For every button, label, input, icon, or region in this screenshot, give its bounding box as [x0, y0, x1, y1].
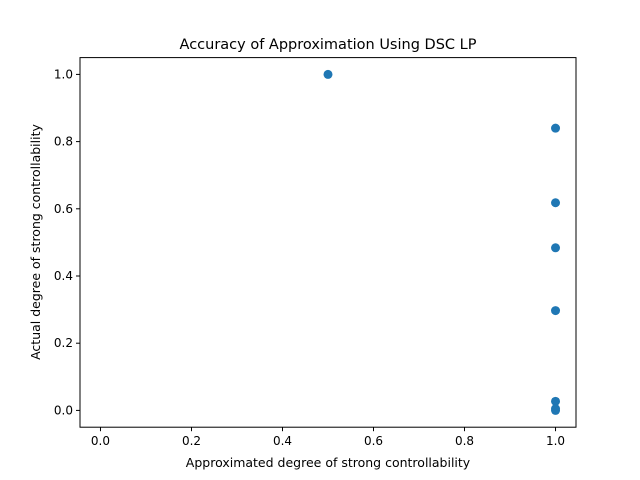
scatter-point-1: [551, 123, 561, 133]
y-axis-ticks: 0.0 0.2 0.4 0.6 0.8 1.0: [54, 67, 80, 417]
x-tick-label: 0.0: [91, 434, 110, 448]
y-tick-label: 1.0: [54, 67, 73, 81]
x-axis-label: Approximated degree of strong controllab…: [186, 455, 471, 470]
scatter-point-3: [551, 243, 561, 253]
x-tick-label: 0.2: [182, 434, 201, 448]
chart-title: Accuracy of Approximation Using DSC LP: [180, 37, 477, 53]
scatter-points: [323, 69, 561, 415]
y-axis-label: Actual degree of strong controllability: [28, 124, 43, 360]
y-tick-label: 0.6: [54, 202, 73, 216]
x-tick-label: 0.6: [364, 434, 383, 448]
y-tick-label: 0.8: [54, 135, 73, 149]
scatter-point-7: [551, 405, 561, 415]
x-tick-label: 1.0: [546, 434, 565, 448]
y-tick-label: 0.2: [54, 336, 73, 350]
scatter-point-5: [551, 396, 561, 406]
scatter-point-0: [323, 69, 333, 79]
y-tick-label: 0.0: [54, 403, 73, 417]
x-axis-ticks: 0.0 0.2 0.4 0.6 0.8 1.0: [91, 427, 565, 448]
scatter-point-2: [551, 198, 561, 208]
x-tick-label: 0.8: [455, 434, 474, 448]
axes-frame: [79, 57, 577, 428]
x-tick-label: 0.4: [273, 434, 292, 448]
y-tick-label: 0.4: [54, 269, 73, 283]
scatter-point-4: [551, 306, 561, 316]
